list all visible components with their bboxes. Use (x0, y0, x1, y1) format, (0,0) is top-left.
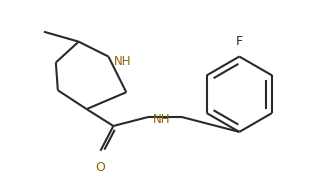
Text: O: O (95, 161, 106, 174)
Text: F: F (236, 35, 243, 48)
Text: NH: NH (153, 113, 170, 125)
Text: NH: NH (114, 55, 131, 68)
